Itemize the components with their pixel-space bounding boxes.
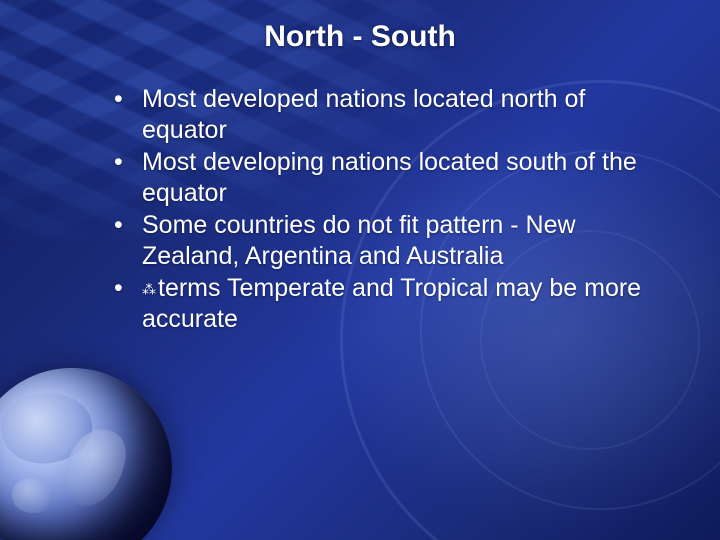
bullet-text: terms Temperate and Tropical may be more…	[142, 274, 641, 333]
slide: North - South Most developed nations loc…	[0, 0, 720, 540]
globe-icon	[0, 368, 172, 540]
bullet-text: Most developed nations located north of …	[142, 85, 585, 144]
bullet-text: Most developing nations located south of…	[142, 148, 637, 207]
slide-body: Most developed nations located north of …	[110, 84, 660, 336]
bullet-item: Some countries do not fit pattern - New …	[110, 210, 660, 271]
bullet-item: Most developed nations located north of …	[110, 84, 660, 145]
bullet-item: Most developing nations located south of…	[110, 147, 660, 208]
slide-title: North - South	[0, 20, 720, 54]
bullet-text: Some countries do not fit pattern - New …	[142, 211, 576, 270]
globe-landmass	[0, 384, 98, 471]
bullet-list: Most developed nations located north of …	[110, 84, 660, 334]
globe-landmass	[12, 478, 52, 513]
globe-landmass	[56, 421, 133, 514]
bullet-item: ⁂terms Temperate and Tropical may be mor…	[110, 273, 660, 334]
asterism-icon: ⁂	[142, 281, 154, 297]
